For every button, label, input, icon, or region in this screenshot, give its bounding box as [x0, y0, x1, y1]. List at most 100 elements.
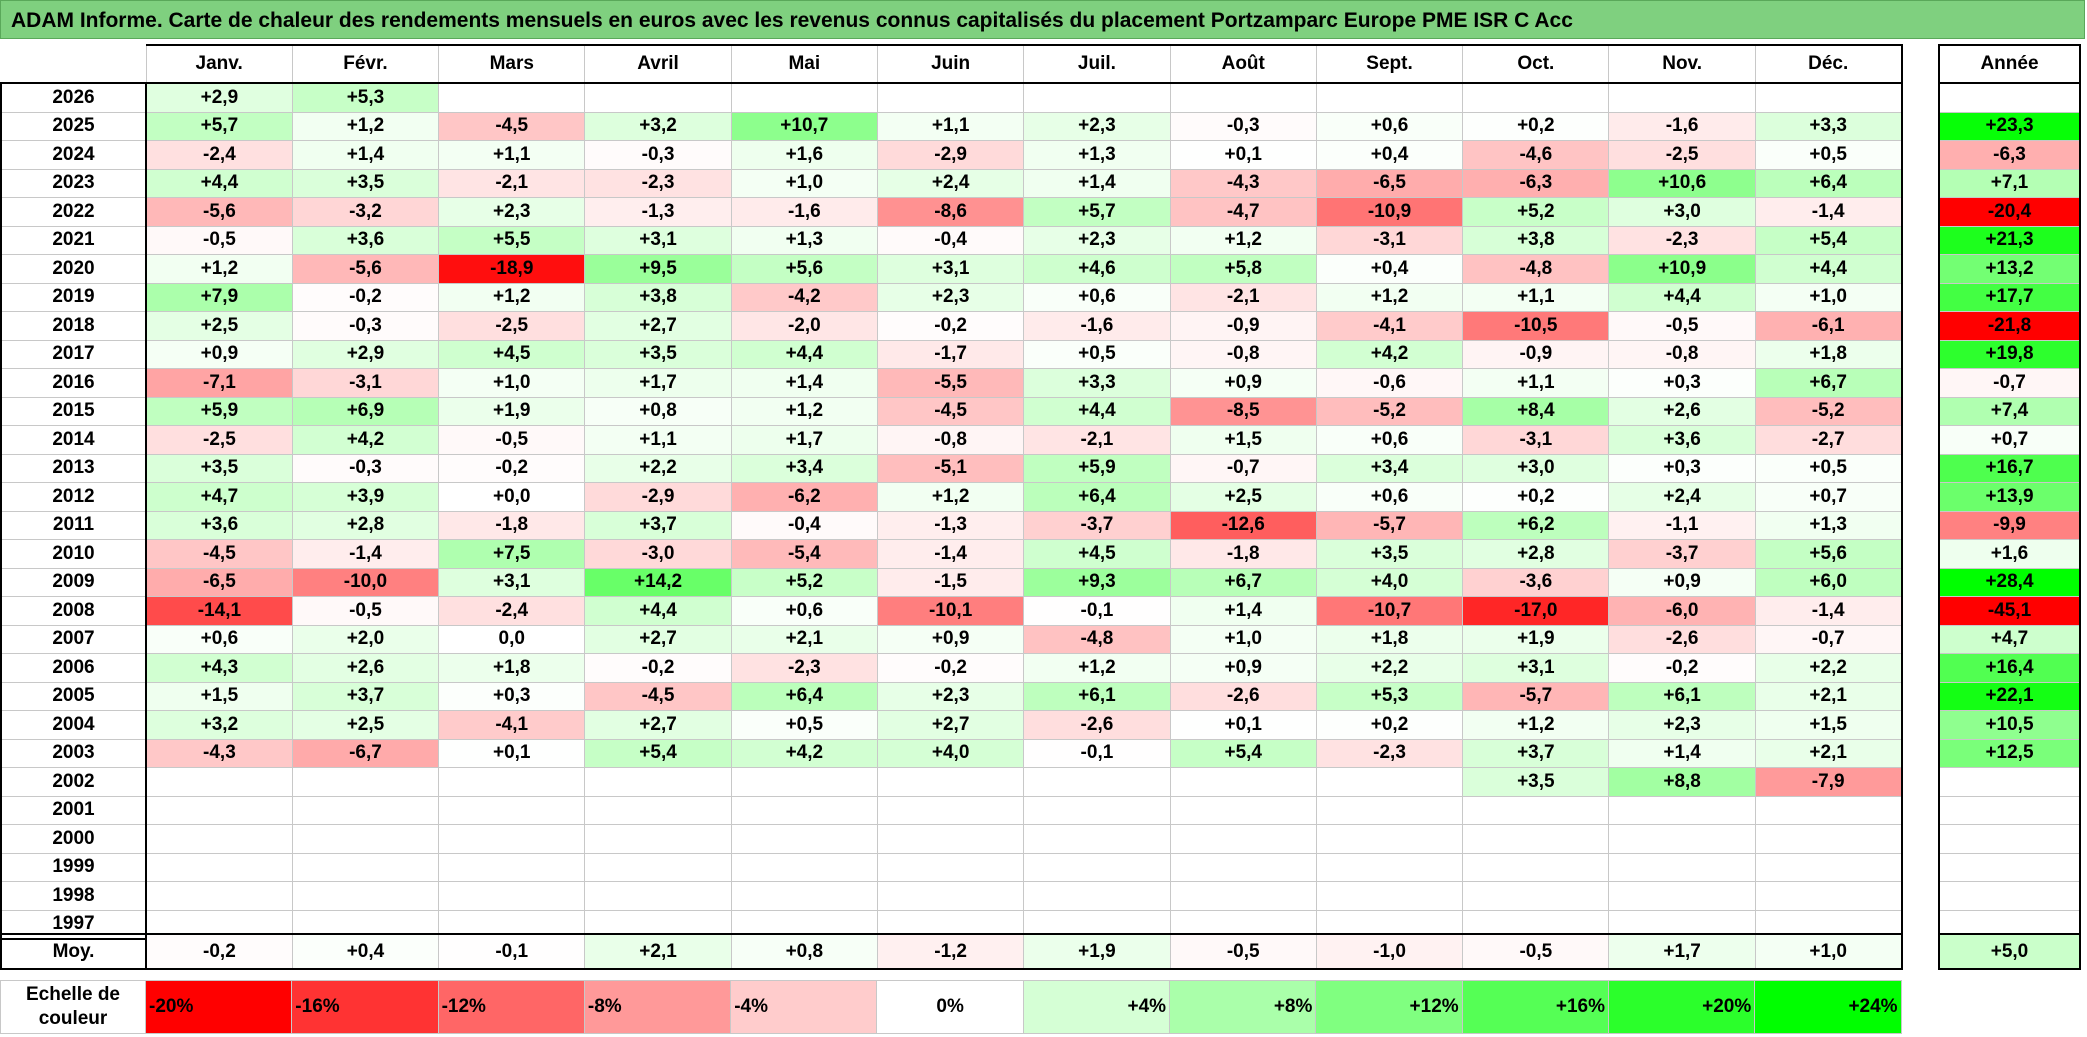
heatmap-cell	[1754, 795, 1903, 825]
heatmap-cell: +0,9	[876, 624, 1025, 654]
table-row: 2005 +1,5 +3,7 +0,3 -4,5 +6,4 +2,3 +6,1 -2,6 +5,3…	[0, 681, 1903, 711]
heatmap-cell: +2,3	[438, 197, 586, 227]
heatmap-cell	[1023, 767, 1171, 797]
year-label: 2001	[0, 795, 147, 825]
heatmap-cell: +2,3	[1608, 710, 1756, 740]
heatmap-cell: +0,1	[438, 738, 586, 768]
heatmap-cell: +6,4	[1754, 168, 1903, 198]
month-header: Févr.	[291, 44, 440, 84]
average-row-table: Moy. -0,2 +0,4 -0,1 +2,1 +0,8 -1,2 +1,9 -0,5 -1,0…	[0, 933, 1903, 970]
heatmap-cell: +0,6	[1315, 482, 1464, 512]
average-label: Moy.	[0, 933, 147, 970]
heatmap-cell: +7,5	[438, 539, 586, 569]
heatmap-cell	[1462, 881, 1610, 911]
heatmap-cell	[1315, 824, 1464, 854]
heatmap-cell: +1,4	[291, 140, 440, 170]
average-cell: -1,0	[1315, 933, 1464, 970]
heatmap-cell: -1,5	[876, 567, 1025, 597]
heatmap-cell: +0,2	[1462, 111, 1610, 141]
heatmap-cell: +2,7	[584, 710, 732, 740]
heatmap-cell: -5,1	[876, 453, 1025, 483]
heatmap-cell: +0,2	[1315, 710, 1464, 740]
heatmap-cell	[1315, 852, 1464, 882]
heatmap-cell: -4,6	[1462, 140, 1610, 170]
heatmap-cell	[1608, 824, 1756, 854]
heatmap-cell: -0,3	[291, 453, 440, 483]
heatmap-cell: +1,2	[1023, 653, 1171, 683]
heatmap-cell: +1,2	[1169, 225, 1317, 255]
heatmap-cell: -0,3	[1169, 111, 1317, 141]
heatmap-cell: -1,3	[876, 510, 1025, 540]
heatmap-cell: -2,1	[1169, 282, 1317, 312]
heatmap-cell: +0,5	[1754, 453, 1903, 483]
year-label: 2018	[0, 311, 147, 341]
heatmap-cell: +2,4	[876, 168, 1025, 198]
heatmap-cell: -2,6	[1608, 624, 1756, 654]
heatmap-cell	[584, 767, 732, 797]
heatmap-cell: +10,6	[1608, 168, 1756, 198]
heatmap-cell	[584, 82, 732, 113]
heatmap-cell	[730, 767, 878, 797]
heatmap-cell: +0,9	[145, 339, 293, 369]
heatmap-cell: +2,3	[876, 282, 1025, 312]
table-row: 2000	[0, 824, 1903, 854]
heatmap-cell: +1,2	[1315, 282, 1464, 312]
heatmap-cell: -0,1	[1023, 738, 1171, 768]
heatmap-cell: +2,8	[291, 510, 440, 540]
heatmap-cell	[1169, 767, 1317, 797]
heatmap-cell: +4,3	[145, 653, 293, 683]
year-label: 2016	[0, 368, 147, 398]
heatmap-cell: -1,6	[1023, 311, 1171, 341]
heatmap-cell	[1169, 852, 1317, 882]
heatmap-cell: -10,1	[876, 596, 1025, 626]
heatmap-cell: -4,2	[730, 282, 878, 312]
heatmap-cell	[584, 852, 732, 882]
heatmap-cell: -3,1	[291, 368, 440, 398]
heatmap-cell: +4,2	[730, 738, 878, 768]
heatmap-cell: -12,6	[1169, 510, 1317, 540]
heatmap-cell: +6,1	[1023, 681, 1171, 711]
heatmap-cell: -3,0	[584, 539, 732, 569]
table-row: 2015 +5,9 +6,9 +1,9 +0,8 +1,2 -4,5 +4,4 -8,5 -5,2…	[0, 396, 1903, 426]
color-scale-stop: -20%	[144, 980, 293, 1034]
heatmap-cell: -2,1	[1023, 425, 1171, 455]
heatmap-cell: +1,1	[438, 140, 586, 170]
table-row: 2019 +7,9 -0,2 +1,2 +3,8 -4,2 +2,3 +0,6 -2,1 +1,2…	[0, 282, 1903, 312]
annual-cell: +16,7	[1938, 453, 2081, 483]
heatmap-cell: -0,2	[876, 311, 1025, 341]
color-scale-stop: -12%	[437, 980, 585, 1034]
table-row: 2011 +3,6 +2,8 -1,8 +3,7 -0,4 -1,3 -3,7 -12,6 -5,…	[0, 510, 1903, 540]
heatmap-cell: -1,3	[584, 197, 732, 227]
annual-cell	[1938, 795, 2081, 825]
heatmap-cell	[1023, 824, 1171, 854]
heatmap-cell: -0,4	[730, 510, 878, 540]
heatmap-cell: +2,1	[730, 624, 878, 654]
heatmap-cell: +5,8	[1169, 254, 1317, 284]
heatmap-cell: +5,5	[438, 225, 586, 255]
year-label: 2000	[0, 824, 147, 854]
heatmap-cell: +3,1	[438, 567, 586, 597]
heatmap-cell: +8,4	[1462, 396, 1610, 426]
year-label: 2019	[0, 282, 147, 312]
heatmap-cell: -3,2	[291, 197, 440, 227]
heatmap-cell: +1,1	[1462, 282, 1610, 312]
average-cell: -0,1	[438, 933, 586, 970]
annual-cell	[1938, 767, 2081, 797]
heatmap-cell: +3,6	[1608, 425, 1756, 455]
heatmap-cell	[876, 852, 1025, 882]
heatmap-table: Janv. Févr. Mars Avril Mai Juin Juil. Août Sept.…	[0, 44, 1903, 940]
heatmap-cell: +4,4	[1754, 254, 1903, 284]
heatmap-cell: +1,1	[1462, 368, 1610, 398]
average-cell: -0,5	[1462, 933, 1610, 970]
table-row: 2016 -7,1 -3,1 +1,0 +1,7 +1,4 -5,5 +3,3 +0,9 -0,6…	[0, 368, 1903, 398]
heatmap-cell: +4,0	[1315, 567, 1464, 597]
color-scale-stop: +24%	[1754, 980, 1902, 1034]
heatmap-cell: -0,8	[1169, 339, 1317, 369]
color-scale-stop: +4%	[1022, 980, 1171, 1034]
table-row: 2013 +3,5 -0,3 -0,2 +2,2 +3,4 -5,1 +5,9 -0,7 +3,4…	[0, 453, 1903, 483]
heatmap-cell: -17,0	[1462, 596, 1610, 626]
heatmap-cell: +0,3	[1608, 453, 1756, 483]
heatmap-cell: 0,0	[438, 624, 586, 654]
heatmap-cell: +6,7	[1754, 368, 1903, 398]
average-cell: +0,8	[730, 933, 878, 970]
